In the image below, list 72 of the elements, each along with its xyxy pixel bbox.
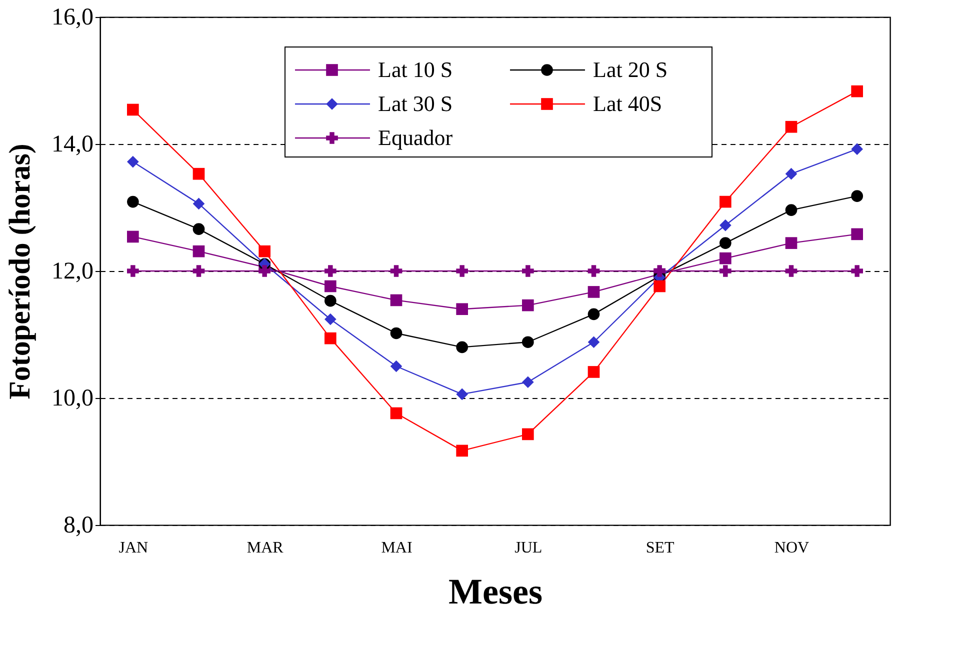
- point: [588, 366, 600, 378]
- point: [851, 228, 863, 240]
- legend-label: Lat 20 S: [593, 57, 668, 82]
- point: [522, 428, 534, 440]
- point: [851, 190, 863, 202]
- point: [522, 299, 534, 312]
- point: [192, 198, 205, 210]
- point: [588, 336, 600, 348]
- point: [390, 294, 402, 306]
- point: [720, 196, 732, 208]
- point: [720, 252, 732, 264]
- point: [456, 303, 468, 316]
- y-axis-title: Fotoperíodo (horas): [4, 144, 36, 400]
- point: [390, 265, 402, 277]
- y-tick-label: 8,0: [64, 512, 94, 538]
- point: [456, 265, 468, 277]
- point: [324, 332, 336, 344]
- point: [127, 156, 139, 168]
- point: [324, 313, 336, 326]
- point: [192, 223, 205, 235]
- legend-label: Lat 30 S: [378, 91, 453, 116]
- point: [851, 85, 863, 98]
- x-tick-label: JAN: [118, 540, 149, 556]
- point: [456, 388, 468, 400]
- y-tick-label: 14,0: [52, 132, 94, 158]
- point: [654, 265, 666, 277]
- point: [456, 444, 468, 457]
- point: [192, 245, 205, 258]
- legend-label: Lat 40S: [593, 91, 662, 116]
- point: [127, 230, 139, 243]
- x-tick-label: NOV: [774, 540, 810, 556]
- x-tick-label: SET: [646, 540, 675, 556]
- y-tick-label: 10,0: [52, 386, 94, 412]
- point: [851, 143, 863, 155]
- point: [456, 341, 468, 354]
- y-tick-label: 16,0: [52, 4, 94, 30]
- point: [192, 168, 205, 180]
- y-tick-label: 12,0: [52, 258, 94, 284]
- x-tick-label: MAR: [246, 540, 284, 556]
- point: [390, 360, 402, 372]
- x-tick-label: JUL: [514, 540, 542, 556]
- point: [522, 376, 534, 388]
- x-axis-title: Meses: [448, 572, 542, 612]
- point: [390, 407, 402, 420]
- point: [127, 265, 139, 277]
- point: [324, 294, 336, 307]
- point: [258, 265, 270, 277]
- point: [127, 196, 139, 208]
- point: [588, 265, 600, 277]
- legend-label: Equador: [378, 125, 454, 150]
- point: [720, 265, 732, 277]
- point: [851, 265, 863, 277]
- point: [324, 265, 336, 277]
- point: [785, 168, 798, 180]
- point: [654, 280, 666, 292]
- point: [785, 120, 798, 133]
- point: [522, 336, 534, 348]
- point: [127, 104, 139, 116]
- point: [785, 204, 798, 216]
- point: [258, 245, 270, 258]
- point: [720, 237, 732, 249]
- point: [390, 327, 402, 340]
- legend-label: Lat 10 S: [378, 57, 453, 82]
- point: [324, 280, 336, 292]
- point: [588, 308, 600, 320]
- point: [192, 265, 205, 277]
- point: [720, 219, 732, 232]
- point: [522, 265, 534, 277]
- point: [785, 237, 798, 249]
- x-tick-label: MAI: [381, 540, 412, 556]
- point: [588, 286, 600, 298]
- point: [785, 265, 798, 277]
